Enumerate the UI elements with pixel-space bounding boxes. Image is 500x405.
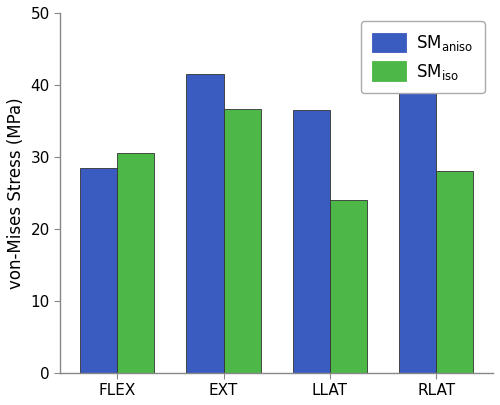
Bar: [117, 153, 154, 373]
Bar: [436, 171, 474, 373]
Bar: [399, 53, 436, 373]
Bar: [292, 110, 330, 373]
Bar: [330, 200, 367, 373]
Y-axis label: von-Mises Stress (MPa): von-Mises Stress (MPa): [7, 97, 25, 289]
Bar: [80, 168, 117, 373]
Bar: [224, 109, 260, 373]
Legend: $\mathregular{SM_{aniso}}$, $\mathregular{SM_{iso}}$: $\mathregular{SM_{aniso}}$, $\mathregula…: [360, 21, 484, 93]
Bar: [186, 74, 224, 373]
